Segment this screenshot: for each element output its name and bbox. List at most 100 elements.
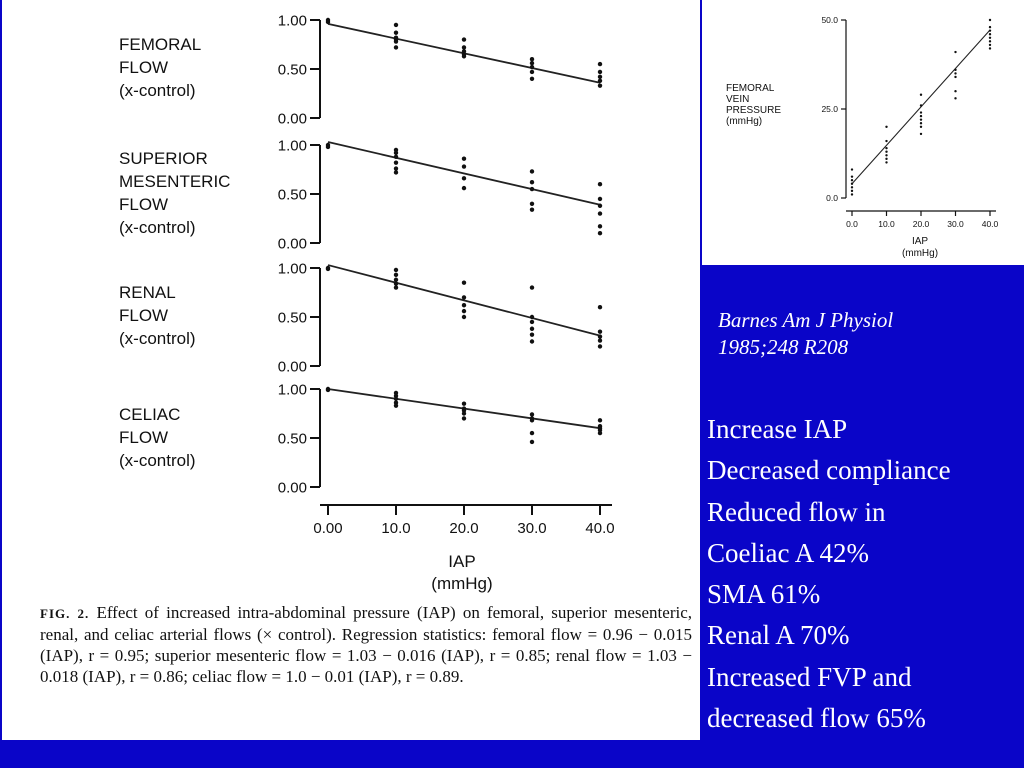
renal-data-point <box>393 272 399 278</box>
femoral-data-point <box>529 76 535 82</box>
superior-mesenteric-y-tick-label: 0.50 <box>278 186 307 203</box>
femoral-vein-pressure-data-point <box>954 90 957 93</box>
celiac-data-point <box>597 418 603 423</box>
celiac-data-point <box>529 412 535 417</box>
superior-mesenteric-y-label: (x-control) <box>119 218 196 237</box>
femoral-vein-pressure-x-tick-label: 10.0 <box>878 219 895 229</box>
femoral-vein-pressure-data-point <box>988 25 992 29</box>
superior-mesenteric-data-point <box>597 231 603 236</box>
summary-item: SMA 61% <box>707 579 821 610</box>
superior-mesenteric-y-tick-label: 1.00 <box>278 137 307 154</box>
femoral-y-tick-label: 1.00 <box>278 12 307 29</box>
summary-list: Increase IAP Decreased compliance Reduce… <box>707 409 1024 739</box>
superior-mesenteric-data-point <box>597 182 603 187</box>
renal-data-point <box>325 266 331 272</box>
femoral-vein-pressure-data-point <box>850 189 854 193</box>
femoral-data-point <box>461 45 467 50</box>
femoral-vein-pressure-regression-line <box>851 29 991 185</box>
superior-mesenteric-data-point <box>461 156 467 161</box>
femoral-vein-pressure-data-point <box>850 186 854 189</box>
summary-item: Renal A 70% <box>707 620 850 651</box>
caption-fig-label: FIG. <box>40 606 71 621</box>
renal-data-point <box>461 280 467 285</box>
femoral-chart: 1.00 0.50 0.00 FEMORAL FLOW (x-control) <box>119 12 603 127</box>
femoral-data-point <box>529 64 535 70</box>
summary-item: Decreased compliance <box>707 455 951 486</box>
femoral-vein-pressure-data-point <box>919 104 923 107</box>
renal-y-tick-label: 1.00 <box>278 260 307 277</box>
femoral-y-tick-label: 0.50 <box>278 61 307 78</box>
inset-panel: 50.0 25.0 0.0 FEMORAL VEIN PRESSURE (mmHg) 0.0 1… <box>702 0 1024 265</box>
superior-mesenteric-data-point <box>529 207 535 212</box>
femoral-vein-pressure-data-point <box>850 168 854 171</box>
femoral-vein-pressure-data-point <box>954 50 957 54</box>
superior-mesenteric-data-point <box>461 176 467 181</box>
superior-mesenteric-data-point <box>529 180 535 185</box>
superior-mesenteric-data-point <box>597 203 603 208</box>
femoral-vein-pressure-data-point <box>919 122 923 125</box>
femoral-vein-pressure-data-point <box>954 72 957 75</box>
femoral-vein-pressure-data-point <box>954 75 957 79</box>
citation-line-2: 1985;248 R208 <box>718 335 849 359</box>
celiac-data-point <box>461 416 467 421</box>
figure-panel: 1.00 0.50 0.00 FEMORAL FLOW (x-control) 1.00 0.… <box>2 0 700 740</box>
figure-caption: FIG. 2. Effect of increased intra-abdomi… <box>40 602 692 687</box>
superior-mesenteric-data-point <box>529 186 535 192</box>
summary-item: Reduced flow in <box>707 496 886 527</box>
renal-chart: 1.00 0.50 0.00 RENAL FLOW (x-control) <box>119 260 603 375</box>
femoral-vein-pressure-data-point <box>885 146 888 150</box>
renal-data-point <box>597 334 603 339</box>
femoral-vein-pressure-x-tick-label: 0.0 <box>846 219 858 229</box>
femoral-vein-pressure-data-point <box>988 29 992 32</box>
superior-mesenteric-data-point <box>597 211 603 216</box>
femoral-vein-pressure-data-point <box>988 36 992 39</box>
femoral-vein-pressure-y-label: PRESSURE <box>726 105 781 116</box>
renal-data-point <box>529 285 535 290</box>
superior-mesenteric-data-point <box>393 170 399 175</box>
femoral-vein-pressure-data-point <box>885 157 888 161</box>
femoral-vein-pressure-data-point <box>919 125 923 128</box>
superior-mesenteric-data-point <box>529 169 535 174</box>
renal-data-point <box>597 329 603 334</box>
femoral-data-point <box>393 22 399 28</box>
superior-mesenteric-y-label: MESENTERIC <box>119 172 230 191</box>
femoral-vein-pressure-data-point <box>850 179 854 182</box>
femoral-vein-pressure-data-point <box>885 139 888 143</box>
renal-data-point <box>461 303 467 308</box>
flow-charts: 1.00 0.50 0.00 FEMORAL FLOW (x-control) 1.00 0.… <box>119 12 615 593</box>
summary-item: Increased FVP and <box>707 661 912 692</box>
celiac-x-label: IAP <box>448 552 475 571</box>
femoral-vein-pressure-x-label: IAP <box>912 236 928 247</box>
femoral-vein-pressure-data-point <box>988 43 992 47</box>
femoral-vein-pressure-data-point <box>885 161 888 164</box>
superior-mesenteric-data-point <box>461 185 467 191</box>
renal-data-point <box>393 267 399 273</box>
superior-mesenteric-data-point <box>325 144 331 150</box>
femoral-y-label: (x-control) <box>119 81 196 100</box>
renal-y-label: (x-control) <box>119 329 196 348</box>
celiac-y-tick-label: 0.50 <box>278 430 307 447</box>
femoral-vein-pressure-data-point <box>885 150 888 153</box>
femoral-vein-pressure-y-tick-label: 0.0 <box>826 193 838 203</box>
superior-mesenteric-y-tick-label: 0.00 <box>278 235 307 252</box>
renal-data-point <box>529 314 535 320</box>
femoral-vein-pressure-data-point <box>988 40 992 43</box>
femoral-vein-pressure-data-point <box>988 47 992 50</box>
celiac-data-point <box>325 387 331 393</box>
femoral-data-point <box>597 61 603 67</box>
femoral-data-point <box>529 57 535 62</box>
femoral-vein-pressure-data-point <box>919 93 923 96</box>
femoral-vein-pressure-x-tick-label: 40.0 <box>982 219 999 229</box>
femoral-vein-pressure-data-point <box>988 33 992 36</box>
femoral-data-point <box>597 78 603 83</box>
renal-data-point <box>529 319 535 325</box>
celiac-x-tick-label: 10.0 <box>381 520 410 537</box>
femoral-data-point <box>597 83 603 88</box>
renal-data-point <box>461 308 467 314</box>
femoral-vein-pressure-data-point <box>850 182 854 185</box>
superior-mesenteric-y-label: FLOW <box>119 195 168 214</box>
celiac-chart: 1.00 0.50 0.00 CELIAC FLOW (x-control) 0.00 10.… <box>119 381 615 593</box>
femoral-data-point <box>393 30 399 35</box>
